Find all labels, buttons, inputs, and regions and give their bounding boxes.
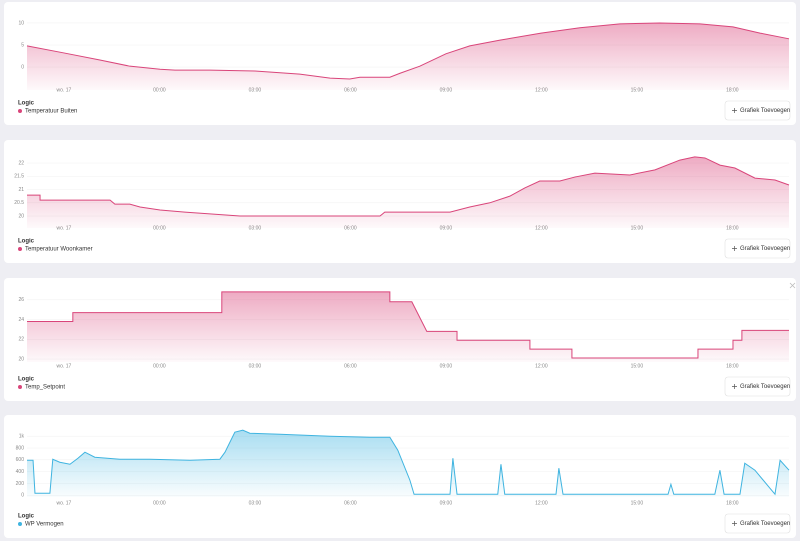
- line: [27, 429, 790, 496]
- button-frame[interactable]: [724, 100, 791, 121]
- x-tick-label: 06:00: [344, 500, 357, 506]
- area-fill: [27, 156, 789, 228]
- x-tick-label: 03:00: [249, 225, 262, 231]
- x-tick-label: 06:00: [344, 225, 357, 231]
- x-tick-label: 03:00: [249, 363, 262, 369]
- x-tick-label: wo. 17: [57, 225, 72, 231]
- y-tick-label: 24: [18, 317, 24, 323]
- y-tick-label: 22: [18, 337, 24, 343]
- line: [26, 22, 790, 80]
- x-tick-label: 18:00: [726, 225, 739, 231]
- chart: 0 200 400 600 800 1k wo. 17 00:00 03:00 06:00 09:0…: [16, 429, 791, 534]
- x-tick-label: 09:00: [440, 363, 453, 369]
- x-tick-label: 12:00: [535, 87, 548, 93]
- legend-marker: [18, 247, 22, 251]
- y-tick-label: 0: [21, 64, 24, 70]
- x-tick-label: 00:00: [153, 225, 166, 231]
- legend-label: WP Vermogen: [25, 522, 64, 528]
- legend-title: Logic: [18, 514, 35, 520]
- chart: 20 20.5 21 21.5 22 wo. 17 00:00 03:00 06:00 09:00…: [14, 156, 791, 259]
- y-tick-label: 800: [16, 445, 25, 451]
- y-tick-label: 21: [18, 187, 24, 193]
- y-tick-label: 20: [18, 356, 24, 362]
- plus-icon: [732, 108, 737, 113]
- x-tick-label: 12:00: [535, 363, 548, 369]
- button-frame[interactable]: [724, 376, 791, 397]
- y-tick-label: 20: [18, 213, 24, 219]
- y-tick-label: 400: [16, 469, 25, 475]
- x-tick-label: 00:00: [153, 87, 166, 93]
- legend-title: Logic: [18, 101, 35, 107]
- y-tick-label: 20.5: [14, 200, 24, 206]
- x-tick-label: 12:00: [535, 500, 548, 506]
- button-label[interactable]: Grafiek Toevoegen: [740, 384, 790, 390]
- y-tick-label: 26: [18, 297, 24, 303]
- legend-label: Temp_Setpoint: [25, 385, 65, 391]
- area-fill: [27, 430, 789, 497]
- button-frame[interactable]: [724, 238, 791, 259]
- plus-icon: [732, 246, 737, 251]
- y-tick-label: 21.5: [14, 174, 24, 180]
- line: [27, 291, 789, 359]
- line: [27, 156, 790, 217]
- x-tick-label: 18:00: [726, 363, 739, 369]
- panel: [4, 140, 796, 263]
- y-tick-label: 5: [21, 42, 24, 48]
- y-tick-label: 0: [21, 493, 24, 499]
- x-tick-label: 12:00: [535, 225, 548, 231]
- y-tick-label: 200: [16, 481, 25, 487]
- y-tick-label: 10: [18, 20, 24, 26]
- x-tick-label: 15:00: [631, 225, 644, 231]
- add-chart-button[interactable]: Grafiek Toevoegen: [724, 376, 791, 397]
- y-tick-label: 1k: [19, 434, 25, 440]
- x-tick-label: 18:00: [726, 87, 739, 93]
- x-tick-label: 00:00: [153, 500, 166, 506]
- x-tick-label: 15:00: [631, 500, 644, 506]
- button-label[interactable]: Grafiek Toevoegen: [740, 521, 790, 527]
- legend-marker: [18, 522, 22, 526]
- x-tick-label: 18:00: [726, 500, 739, 506]
- area-fill: [27, 291, 789, 362]
- x-tick-label: 09:00: [440, 500, 453, 506]
- legend-title: Logic: [18, 239, 35, 245]
- y-tick-label: 22: [18, 160, 24, 166]
- x-tick-label: 09:00: [440, 87, 453, 93]
- chart: 0 5 10 wo. 17 00:00 03:00 06:00 09:00 12:00 15:00…: [18, 20, 791, 121]
- button-label[interactable]: Grafiek Toevoegen: [740, 108, 790, 114]
- add-chart-button[interactable]: Grafiek Toevoegen: [724, 513, 791, 534]
- x-tick-label: 15:00: [631, 87, 644, 93]
- plus-icon: [732, 384, 737, 389]
- x-tick-label: 03:00: [249, 87, 262, 93]
- button-label[interactable]: Grafiek Toevoegen: [740, 246, 790, 252]
- area-fill: [27, 22, 789, 90]
- x-tick-label: wo. 17: [57, 87, 72, 93]
- plus-icon: [732, 521, 737, 526]
- x-tick-label: 06:00: [344, 87, 357, 93]
- x-tick-label: 09:00: [440, 225, 453, 231]
- x-tick-label: wo. 17: [57, 363, 72, 369]
- legend-label: Temperatuur Buiten: [25, 109, 77, 115]
- y-tick-label: 600: [16, 457, 25, 463]
- legend-marker: [18, 109, 22, 113]
- legend-marker: [18, 385, 22, 389]
- x-tick-label: 03:00: [249, 500, 262, 506]
- button-frame[interactable]: [724, 513, 791, 534]
- chart: 20 22 24 26 wo. 17 00:00 03:00 06:00 09:00 12:00 1…: [18, 291, 791, 397]
- x-tick-label: 00:00: [153, 363, 166, 369]
- close-icon[interactable]: [789, 282, 796, 289]
- legend-title: Logic: [18, 377, 35, 383]
- x-tick-label: 06:00: [344, 363, 357, 369]
- x-tick-label: 15:00: [631, 363, 644, 369]
- x-tick-label: wo. 17: [57, 500, 72, 506]
- add-chart-button[interactable]: Grafiek Toevoegen: [724, 100, 791, 121]
- add-chart-button[interactable]: Grafiek Toevoegen: [724, 238, 791, 259]
- legend-label: Temperatuur Woonkamer: [25, 247, 93, 253]
